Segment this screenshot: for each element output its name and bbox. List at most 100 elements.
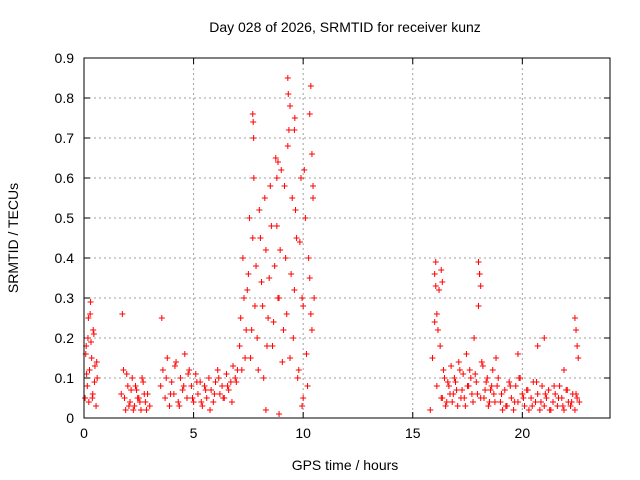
data-point [130, 407, 137, 413]
data-point [489, 367, 496, 373]
data-point [444, 379, 451, 385]
data-point [552, 391, 559, 397]
x-tick-label: 5 [190, 425, 198, 441]
data-point [429, 355, 436, 361]
data-point [560, 367, 567, 373]
data-point [159, 367, 166, 373]
data-point [224, 383, 231, 389]
data-point [306, 275, 313, 281]
data-point [268, 223, 275, 229]
data-point [261, 195, 268, 201]
data-point [480, 395, 487, 401]
data-point [121, 395, 128, 401]
data-point [302, 215, 309, 221]
data-point [440, 367, 447, 373]
data-point [129, 375, 136, 381]
data-point [556, 383, 563, 389]
data-point [253, 263, 260, 269]
data-point [245, 271, 252, 277]
data-point [247, 355, 254, 361]
data-point [85, 315, 92, 321]
data-point [167, 391, 174, 397]
data-point [271, 263, 278, 269]
data-point [82, 395, 89, 401]
data-point [83, 371, 90, 377]
data-point [164, 355, 171, 361]
data-point [574, 395, 581, 401]
data-point [433, 311, 440, 317]
data-point [254, 335, 261, 341]
data-point [249, 235, 256, 241]
data-point [455, 359, 462, 365]
data-point [146, 403, 153, 409]
data-point [475, 303, 482, 309]
data-point [283, 311, 290, 317]
data-point [244, 287, 251, 293]
data-point [512, 383, 519, 389]
data-point [479, 363, 486, 369]
data-point [227, 379, 234, 385]
data-point [87, 311, 94, 317]
data-point [452, 379, 459, 385]
data-point [142, 399, 149, 405]
data-point [432, 259, 439, 265]
data-point [295, 367, 302, 373]
data-point [237, 315, 244, 321]
data-point [474, 391, 481, 397]
data-point [525, 407, 532, 413]
data-point [193, 379, 200, 385]
data-point [310, 195, 317, 201]
data-point [291, 287, 298, 293]
data-point [301, 167, 308, 173]
y-tick-label: 0.3 [55, 290, 75, 306]
data-point [90, 327, 97, 333]
data-point [242, 355, 249, 361]
data-point [498, 391, 505, 397]
data-point [274, 295, 281, 301]
data-point [284, 75, 291, 81]
data-point [431, 319, 438, 325]
data-point [432, 283, 439, 289]
data-point [173, 359, 180, 365]
data-point [131, 403, 138, 409]
data-point [478, 359, 485, 365]
data-point [571, 315, 578, 321]
data-point [497, 399, 504, 405]
data-point [293, 235, 300, 241]
data-point [255, 367, 262, 373]
y-tick-label: 0.5 [55, 210, 75, 226]
data-point [443, 399, 450, 405]
data-point [279, 359, 286, 365]
data-point [564, 387, 571, 393]
data-point [482, 387, 489, 393]
data-point [493, 355, 500, 361]
data-point [575, 355, 582, 361]
data-point [162, 395, 169, 401]
data-point [276, 411, 283, 417]
data-point [157, 383, 164, 389]
data-point [133, 387, 140, 393]
data-point [454, 403, 461, 409]
data-point [453, 387, 460, 393]
x-tick-label: 10 [295, 425, 311, 441]
data-point [238, 367, 245, 373]
data-point [484, 375, 491, 381]
data-point [475, 259, 482, 265]
data-point [463, 351, 470, 357]
y-tick-label: 0.4 [55, 250, 75, 266]
data-point [228, 399, 235, 405]
data-point [258, 279, 265, 285]
data-point [141, 391, 148, 397]
data-point [537, 399, 544, 405]
data-point [91, 363, 98, 369]
data-point [450, 391, 457, 397]
data-point [137, 407, 144, 413]
data-point [467, 375, 474, 381]
data-point [277, 247, 284, 253]
data-point [288, 271, 295, 277]
data-point [199, 403, 206, 409]
data-point [451, 375, 458, 381]
data-point [541, 335, 548, 341]
data-point [287, 103, 294, 109]
data-point [506, 379, 513, 385]
